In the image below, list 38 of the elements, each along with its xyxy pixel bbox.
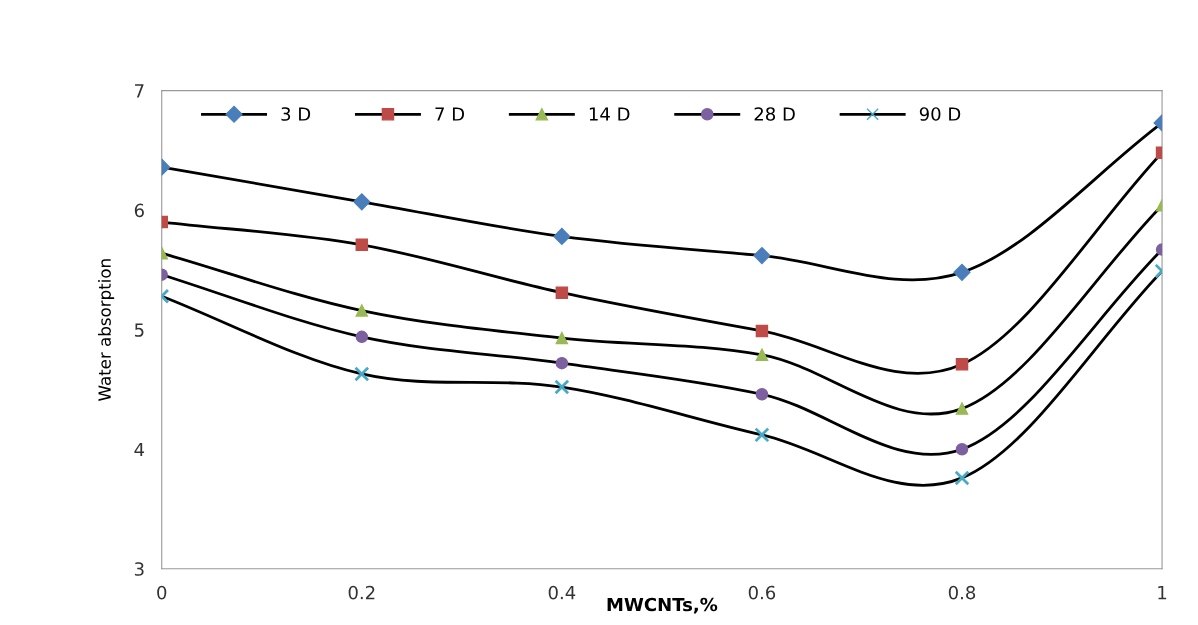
legend-label: 3 D — [281, 107, 311, 121]
point — [353, 193, 371, 211]
x-tick-label: 1 — [1158, 585, 1167, 600]
point — [755, 348, 769, 362]
legend-label: 7 D — [435, 107, 465, 121]
point — [955, 402, 969, 415]
point — [555, 331, 569, 345]
point — [554, 379, 570, 395]
point — [953, 263, 971, 281]
point — [355, 238, 369, 252]
x-tick-label: 0.8 — [948, 585, 976, 600]
point — [955, 358, 969, 371]
y-tick-label: 4 — [134, 442, 145, 457]
y-tick-label: 3 — [134, 562, 144, 576]
point — [355, 304, 369, 317]
x-tick-label: 0.4 — [548, 585, 576, 600]
x-axis-title: MWCNTs,% — [607, 597, 718, 614]
y-axis-title: Water absorption — [98, 259, 115, 401]
legend-label: 14 D — [589, 107, 630, 121]
legend-label: 28 D — [754, 107, 795, 121]
point — [753, 247, 771, 265]
y-tick-label: 7 — [135, 84, 144, 98]
point — [555, 356, 569, 370]
point — [755, 324, 769, 338]
x-tick-label: 0 — [157, 585, 167, 600]
x-tick-label: 0.6 — [748, 585, 776, 600]
y-tick-label: 5 — [134, 323, 144, 337]
x-tick-label: 0.2 — [348, 585, 375, 600]
point — [355, 330, 369, 344]
point — [555, 286, 569, 299]
point — [955, 442, 969, 456]
y-tick-label: 6 — [134, 203, 144, 218]
point — [954, 470, 970, 486]
point — [354, 366, 370, 382]
legend-label: 90 D — [919, 107, 961, 121]
point — [754, 427, 770, 443]
point — [755, 387, 769, 401]
point — [553, 227, 571, 246]
